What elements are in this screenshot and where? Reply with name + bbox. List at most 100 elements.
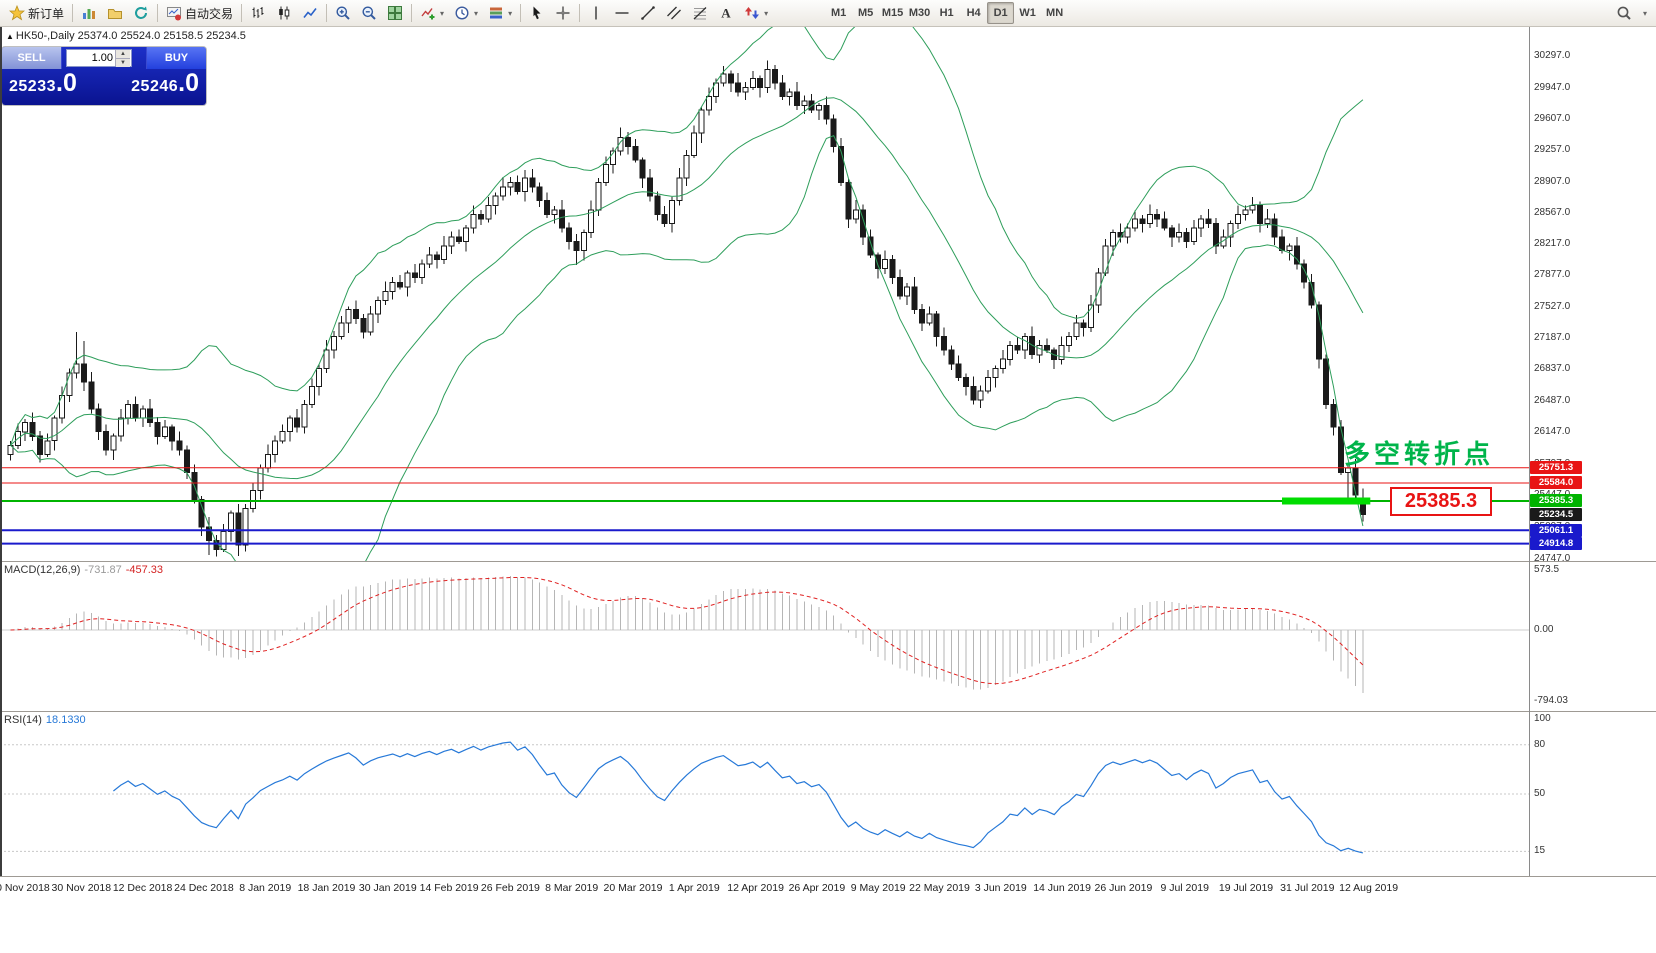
macd-plot[interactable] (0, 562, 1529, 711)
rsi-axis-label: 15 (1534, 845, 1546, 857)
macd-axis[interactable]: 573.5 0.00 -794.03 (0, 562, 1656, 711)
tile-windows-button[interactable] (382, 2, 408, 24)
rsi-plot[interactable] (0, 712, 1529, 876)
text-button[interactable]: A (713, 2, 739, 24)
channel-button[interactable] (661, 2, 687, 24)
rsi-panel[interactable]: RSI(14) 18.1330 100 80 50 15 (0, 712, 1656, 876)
price-axis-label: 28567.0 (1534, 206, 1571, 218)
autotrading-button[interactable]: 自动交易 (161, 2, 238, 24)
timeframe-button-h1[interactable]: H1 (939, 7, 954, 19)
date-label: 19 Jul 2019 (1218, 882, 1274, 894)
price-level-tag: 25751.3 (1530, 461, 1582, 475)
lot-increase-button[interactable]: ▲ (116, 50, 130, 59)
sell-price: 25233.0 (9, 69, 77, 97)
price-axis-label: 28217.0 (1534, 238, 1571, 250)
price-axis-label: 27187.0 (1534, 331, 1571, 343)
rsi-line (113, 741, 1364, 854)
timeframe-button-m15[interactable]: M15 (881, 7, 904, 19)
lot-size-input[interactable] (67, 50, 115, 66)
date-label: 1 Apr 2019 (668, 882, 720, 894)
price-chart-plot[interactable] (0, 27, 1529, 561)
chevron-down-icon: ▾ (764, 8, 769, 18)
date-label: 9 May 2019 (850, 882, 906, 894)
arrows-button[interactable]: ▾ (739, 2, 773, 24)
zoom-in-button[interactable] (330, 2, 356, 24)
date-label: 30 Jan 2019 (358, 882, 417, 894)
lot-decrease-button[interactable]: ▼ (116, 59, 130, 67)
turning-point-annotation[interactable]: 多空转折点 (1344, 439, 1495, 469)
buy-price: 25246.0 (131, 69, 199, 97)
arrows-icon (745, 7, 760, 19)
timeframe-button-mn[interactable]: MN (1046, 7, 1064, 19)
panel-separator[interactable] (0, 561, 1656, 562)
buy-button[interactable]: BUY (146, 47, 206, 69)
indicators-icon (421, 8, 435, 20)
charts-button[interactable] (76, 2, 102, 24)
chart-ohlc-text: HK50-,Daily 25374.0 25524.0 25158.5 2523… (15, 30, 246, 42)
templates-button[interactable]: ▾ (483, 2, 517, 24)
price-level-annotation-box[interactable]: 25385.3 (1390, 487, 1492, 516)
horizontal-line-button[interactable] (609, 2, 635, 24)
timeframe-button-w1[interactable]: W1 (1019, 7, 1036, 19)
fibonacci-button[interactable] (687, 2, 713, 24)
crosshair-icon (556, 6, 570, 20)
candlestick-type-button[interactable] (271, 2, 297, 24)
date-label: 9 Jul 2019 (1160, 882, 1209, 894)
rsi-label: RSI(14) 18.1330 (4, 714, 86, 726)
trendline-button[interactable] (635, 2, 661, 24)
line-chart-type-button[interactable] (297, 2, 323, 24)
text-icon: A (721, 6, 731, 21)
macd-panel[interactable]: MACD(12,26,9) -731.87 -457.33 573.5 0.00 -79… (0, 562, 1656, 711)
timeframe-button-m5[interactable]: M5 (857, 7, 874, 19)
price-level-tag: 25584.0 (1530, 476, 1582, 490)
indicators-button[interactable]: ▾ (415, 2, 449, 24)
date-label: 20 Mar 2019 (603, 882, 663, 894)
search-button[interactable] (1611, 2, 1637, 24)
timeframe-button-m1[interactable]: M1 (830, 7, 847, 19)
bar-chart-type-button[interactable] (245, 2, 271, 24)
date-label: 8 Jan 2019 (239, 882, 292, 894)
clock-icon (455, 6, 469, 20)
crosshair-button[interactable] (550, 2, 576, 24)
cursor-icon (533, 6, 541, 20)
zoom-in-icon (336, 6, 350, 20)
chevron-down-icon: ▾ (440, 8, 445, 18)
timeframe-button-d1[interactable]: D1 (987, 2, 1015, 24)
sell-button[interactable]: SELL (2, 47, 62, 69)
price-chart-panel[interactable]: 30297.0 29947.0 29607.0 29257.0 28907.0 28567… (0, 27, 1656, 564)
price-axis-label: 29257.0 (1534, 144, 1571, 156)
lot-size-field: ▲ ▼ (66, 49, 132, 67)
rsi-axis[interactable]: 100 80 50 15 (0, 712, 1656, 876)
window-left-edge (0, 27, 2, 876)
bollinger-lower (10, 134, 1364, 561)
price-axis[interactable]: 30297.0 29947.0 29607.0 29257.0 28907.0 28567… (0, 27, 1656, 564)
date-label: 12 Dec 2018 (112, 882, 173, 894)
periods-button[interactable]: ▾ (449, 2, 483, 24)
chart-ohlc-label: ▲ HK50-,Daily 25374.0 25524.0 25158.5 252… (6, 30, 246, 42)
zoom-out-button[interactable] (356, 2, 382, 24)
toolbar-options-button[interactable]: ▾ (1637, 2, 1652, 24)
timeframe-button-h4[interactable]: H4 (966, 7, 981, 19)
vertical-line-button[interactable] (583, 2, 609, 24)
profiles-button[interactable] (102, 2, 128, 24)
timeframe-button-m30[interactable]: M30 (908, 7, 931, 19)
price-axis-label: 27527.0 (1534, 300, 1571, 312)
new-order-button[interactable]: 新订单 (4, 2, 69, 24)
bollinger-upper (10, 27, 1364, 446)
market-watch-button[interactable] (128, 2, 154, 24)
vertical-line-icon (595, 6, 597, 20)
panel-separator[interactable] (0, 711, 1656, 712)
toolbar-separator (411, 4, 413, 22)
date-label: 22 May 2019 (909, 882, 970, 894)
autotrading-label: 自动交易 (185, 6, 234, 21)
date-label: 26 Jun 2019 (1094, 882, 1153, 894)
one-click-trade-panel: SELL ▲ ▼ BUY 25233.0 25246.0 (2, 47, 206, 105)
panel-separator[interactable] (0, 876, 1656, 877)
autotrading-icon (167, 7, 182, 21)
date-label: 12 Apr 2019 (727, 882, 784, 894)
date-label: 12 Aug 2019 (1339, 882, 1399, 894)
price-axis-label: 28907.0 (1534, 175, 1571, 187)
price-axis-border (1529, 27, 1530, 876)
cursor-button[interactable] (524, 2, 550, 24)
